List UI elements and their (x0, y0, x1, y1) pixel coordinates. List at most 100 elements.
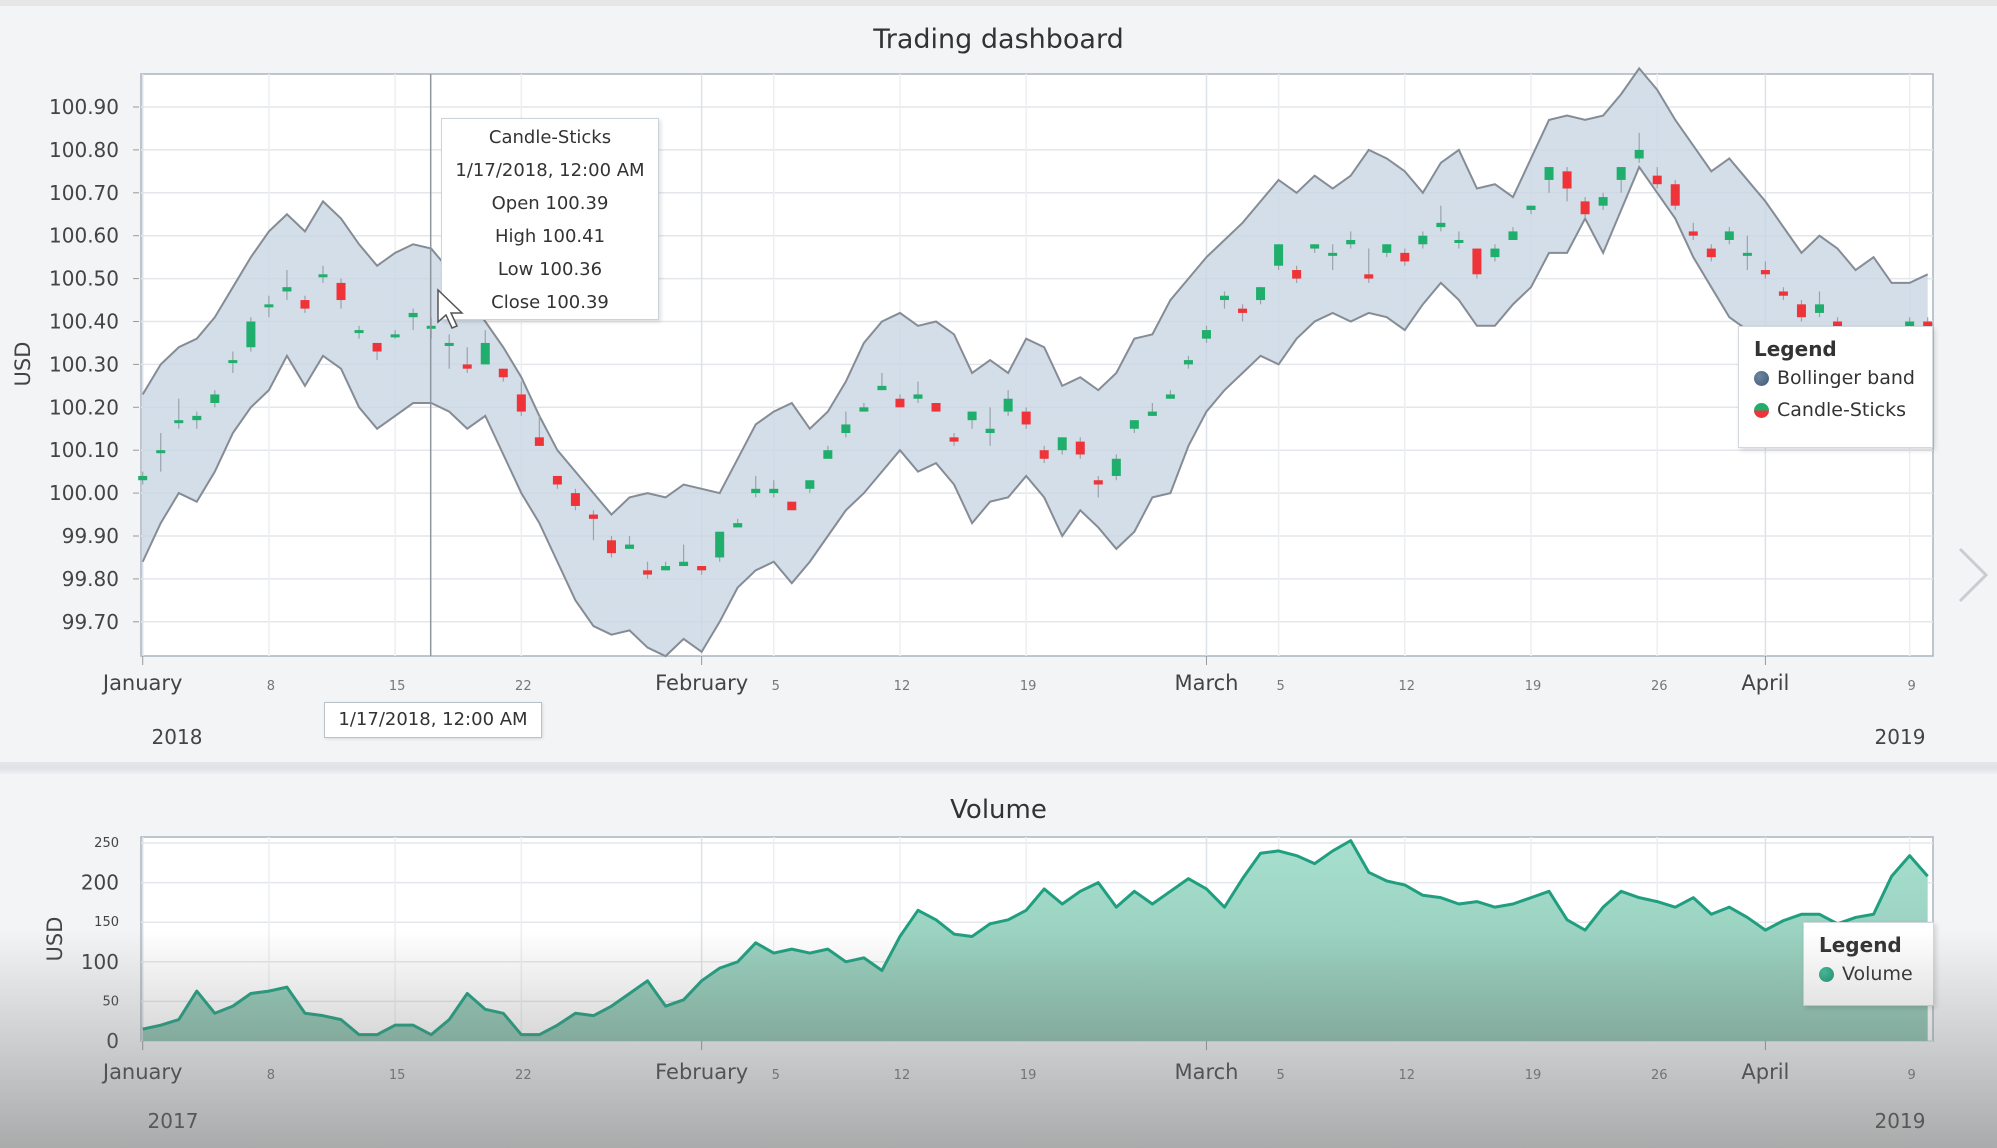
mouse-pointer-icon (437, 288, 464, 329)
y-tick-label: 100.60 (49, 224, 119, 248)
candle-body (1165, 394, 1175, 399)
candle-body (859, 407, 869, 412)
candle-body (1310, 244, 1320, 249)
candle-body (300, 300, 310, 309)
candle-body (1760, 270, 1770, 275)
candle-body (751, 488, 761, 494)
candle-body (462, 364, 472, 369)
candle-body (679, 561, 689, 567)
y-tick-label: 250 (94, 836, 119, 851)
year-label-end: 2019 (1875, 1109, 1926, 1133)
y-axis-label: USD (11, 342, 35, 387)
x-tick-label: March (1174, 671, 1238, 695)
chevron-right-icon[interactable] (1952, 545, 1992, 605)
candle-body (1688, 231, 1698, 236)
candle-body (1634, 149, 1644, 159)
candlestick-chart[interactable]: 100.90 100.80 100.70 100.60 100.50 100.40 100.… (0, 0, 1997, 760)
year-label-start: 2018 (152, 725, 203, 749)
candle-body (570, 493, 580, 506)
candle-body (1796, 304, 1806, 318)
candle-body (1742, 252, 1752, 256)
candle-body (805, 480, 815, 489)
y-tick-label: 100.80 (49, 138, 119, 162)
y-tick-label: 99.70 (62, 610, 119, 634)
x-tick-label: 19 (1525, 679, 1542, 694)
candle-body (588, 514, 598, 519)
candle-body (1418, 235, 1428, 245)
panel-divider[interactable] (0, 762, 1997, 774)
y-tick-label: 0 (106, 1029, 119, 1053)
year-label-end: 2019 (1875, 725, 1926, 749)
candle-body (1652, 175, 1662, 185)
legend-title: Legend (1819, 933, 1902, 957)
candle-body (715, 531, 725, 558)
x-tick-label: 12 (1399, 1068, 1416, 1083)
candle-body (1021, 411, 1031, 425)
candle-body (444, 342, 454, 346)
candle-body (1364, 274, 1374, 279)
candle-body (282, 287, 292, 292)
candle-body (1544, 167, 1554, 180)
x-tick-label: 5 (772, 679, 780, 694)
legend-label: Volume (1842, 963, 1913, 985)
candle-body (1238, 308, 1248, 313)
x-tick-label: January (101, 1060, 183, 1084)
x-tick-label: 19 (1020, 1068, 1037, 1083)
candle-body (1670, 184, 1680, 206)
candle-body (246, 321, 256, 348)
candle-body (841, 424, 851, 434)
candle-body (606, 540, 616, 554)
candle-body (372, 342, 382, 352)
candle-body (913, 394, 923, 399)
candle-body (210, 394, 220, 404)
candle-body (1814, 304, 1824, 313)
x-tick-label: 8 (267, 679, 275, 694)
x-tick-label: 5 (772, 1068, 780, 1083)
candle-body (985, 428, 995, 434)
y-tick-label: 50 (102, 994, 119, 1009)
legend-item-bollinger[interactable]: Bollinger band (1754, 367, 1932, 389)
tooltip-low: Low 100.36 (497, 259, 603, 280)
candle-body (1274, 244, 1284, 266)
candle-body (823, 450, 833, 459)
candle-body (1598, 197, 1608, 206)
candle-body (1436, 222, 1446, 228)
candle-body (192, 415, 202, 421)
tooltip-high: High 100.41 (494, 226, 606, 247)
candle-body (1472, 248, 1482, 275)
x-tick-label: February (655, 1060, 748, 1084)
candle-body (1382, 244, 1392, 253)
x-tick-label: 12 (1399, 679, 1416, 694)
candle-body (408, 312, 418, 318)
x-tick-label: 8 (267, 1068, 275, 1083)
volume-legend: Legend Volume (1803, 922, 1934, 1006)
candle-body (174, 420, 184, 424)
candle-body (661, 566, 671, 571)
candle-body (354, 330, 364, 334)
legend-item-volume[interactable]: Volume (1819, 963, 1933, 985)
tooltip-series: Candle-Sticks (488, 127, 612, 148)
candle-body (787, 501, 797, 511)
candle-body (264, 304, 274, 308)
volume-title: Volume (950, 795, 1047, 825)
legend-label: Bollinger band (1777, 367, 1915, 389)
x-tick-label: 5 (1276, 679, 1284, 694)
candle-body (138, 475, 148, 481)
candle-body (390, 334, 400, 338)
x-tick-label: 15 (389, 1068, 406, 1083)
legend-item-candlesticks[interactable]: Candle-Sticks (1754, 399, 1932, 421)
candle-body (1147, 411, 1157, 416)
y-tick-label: 100.50 (49, 267, 119, 291)
candle-body (1183, 360, 1193, 365)
candle-body (336, 282, 346, 301)
candle-body (895, 398, 905, 408)
x-tick-label: 22 (515, 679, 532, 694)
x-tick-label: 15 (389, 679, 406, 694)
x-tick-label: April (1741, 1060, 1789, 1084)
candle-body (1346, 239, 1356, 245)
candle-body (877, 385, 887, 391)
candle-body (1833, 321, 1843, 331)
candle-body (228, 360, 238, 364)
candle-body (643, 570, 653, 575)
